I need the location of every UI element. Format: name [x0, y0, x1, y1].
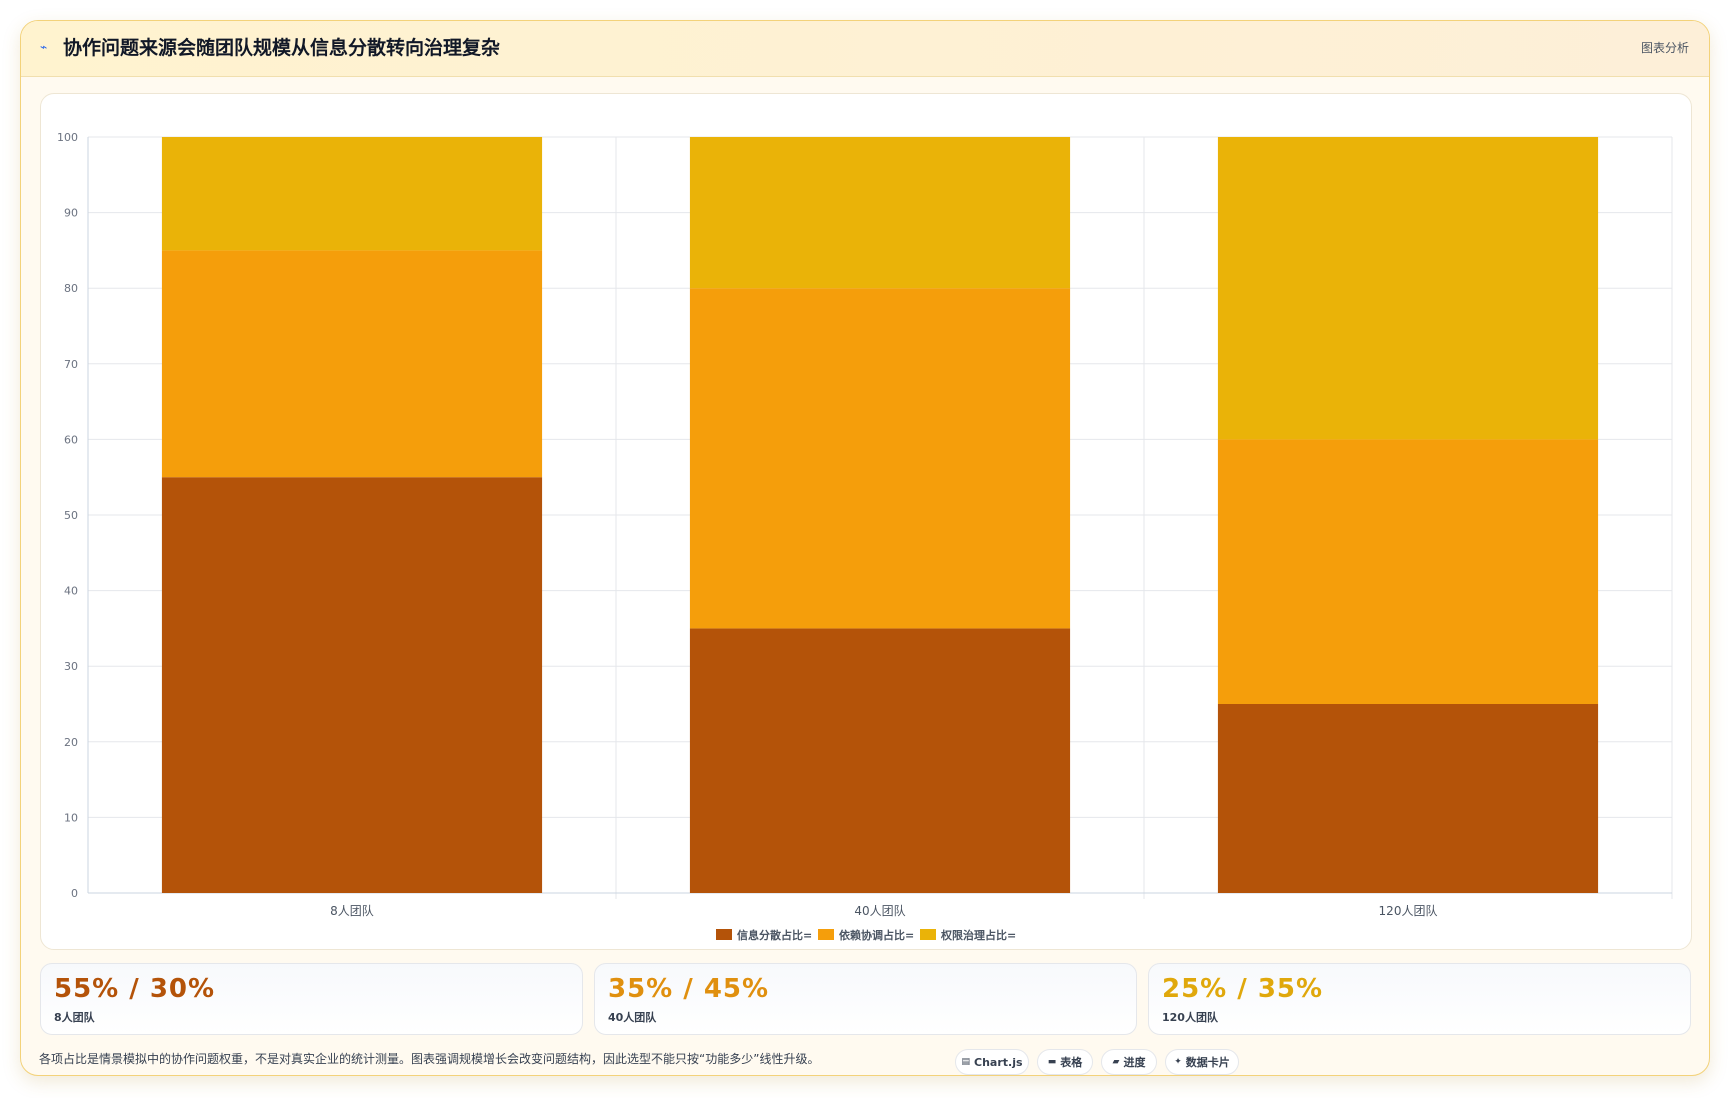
x-tick-label: 40人团队	[854, 903, 905, 918]
y-tick-label: 20	[64, 736, 78, 749]
legend-label: 依赖协调占比=	[839, 928, 914, 942]
card-header: ⌁ 协作问题来源会随团队规模从信息分散转向治理复杂 图表分析	[21, 21, 1709, 77]
y-tick-label: 80	[64, 282, 78, 295]
chart-title: 协作问题来源会随团队规模从信息分散转向治理复杂	[63, 37, 501, 59]
y-tick-label: 40	[64, 585, 78, 598]
x-tick-label: 120人团队	[1379, 903, 1438, 918]
stat-label: 40人团队	[608, 1011, 657, 1024]
stat-value: 55% / 30%	[54, 974, 216, 1004]
y-tick-label: 0	[71, 887, 78, 900]
bar-segment	[161, 477, 543, 893]
stat-card-120: 25% / 35% 120人团队	[1148, 963, 1691, 1035]
stat-value: 35% / 45%	[608, 974, 770, 1004]
stat-card-40: 35% / 45% 40人团队	[594, 963, 1137, 1035]
bar-segment	[1217, 439, 1599, 704]
bar-segment	[1217, 704, 1599, 893]
bar-segment	[161, 137, 543, 251]
legend-label: 信息分散占比=	[737, 928, 812, 942]
chip-data-cards[interactable]: ✦ 数据卡片	[1165, 1049, 1239, 1075]
chip-label: 数据卡片	[1185, 1056, 1230, 1069]
bar-segment	[1217, 137, 1599, 440]
bar-segment	[689, 628, 1071, 893]
y-tick-label: 10	[64, 811, 78, 824]
stat-label: 120人团队	[1162, 1011, 1218, 1024]
stat-card-8: 55% / 30% 8人团队	[40, 963, 583, 1035]
x-tick-label: 8人团队	[330, 903, 374, 918]
legend-swatch	[920, 929, 936, 940]
chart-icon: ▤	[961, 1057, 970, 1067]
analysis-tag: 图表分析	[1640, 41, 1689, 55]
chip-label: Chart.js	[974, 1055, 1023, 1069]
sparkle-icon: ✦	[1174, 1057, 1182, 1067]
progress-icon: ▰	[1112, 1057, 1120, 1067]
chip-progress[interactable]: ▰ 进度	[1101, 1049, 1157, 1075]
chart-card: ⌁ 协作问题来源会随团队规模从信息分散转向治理复杂 图表分析 0 10 20 30 40…	[20, 20, 1710, 1076]
y-tick-label: 30	[64, 660, 78, 673]
y-tick-label: 100	[57, 131, 78, 144]
stat-cards: 55% / 30% 8人团队 35% / 45% 40人团队 25% / 35%…	[40, 963, 1692, 1035]
chip-table[interactable]: ▬ 表格	[1037, 1049, 1093, 1075]
stacked-bar-chart: 0 10 20 30 40 50 60 70 80 90 100 8人团队 40人团队 120人团队信息分…	[57, 131, 1673, 942]
legend-swatch	[818, 929, 834, 940]
chip-chartjs[interactable]: ▤ Chart.js	[955, 1049, 1029, 1075]
footer-note: 各项占比是情景模拟中的协作问题权重，不是对真实企业的统计测量。图表强调规模增长会…	[39, 1052, 820, 1066]
y-tick-label: 90	[64, 207, 78, 220]
y-tick-label: 70	[64, 358, 78, 371]
bar-segment	[689, 288, 1071, 629]
y-tick-label: 50	[64, 509, 78, 522]
table-icon: ▬	[1047, 1057, 1057, 1067]
chart-panel: 0 10 20 30 40 50 60 70 80 90 100 8人团队 40人团队 120人团队信息分…	[40, 93, 1692, 950]
chip-label: 进度	[1123, 1056, 1146, 1069]
trend-icon: ⌁	[40, 40, 48, 54]
legend-label: 权限治理占比=	[940, 928, 1016, 942]
stat-label: 8人团队	[54, 1011, 95, 1024]
chip-label: 表格	[1060, 1056, 1083, 1069]
bar-segment	[689, 137, 1071, 289]
legend-swatch	[716, 929, 732, 940]
y-tick-label: 60	[64, 433, 78, 446]
stat-value: 25% / 35%	[1162, 974, 1324, 1004]
bar-segment	[161, 250, 543, 478]
